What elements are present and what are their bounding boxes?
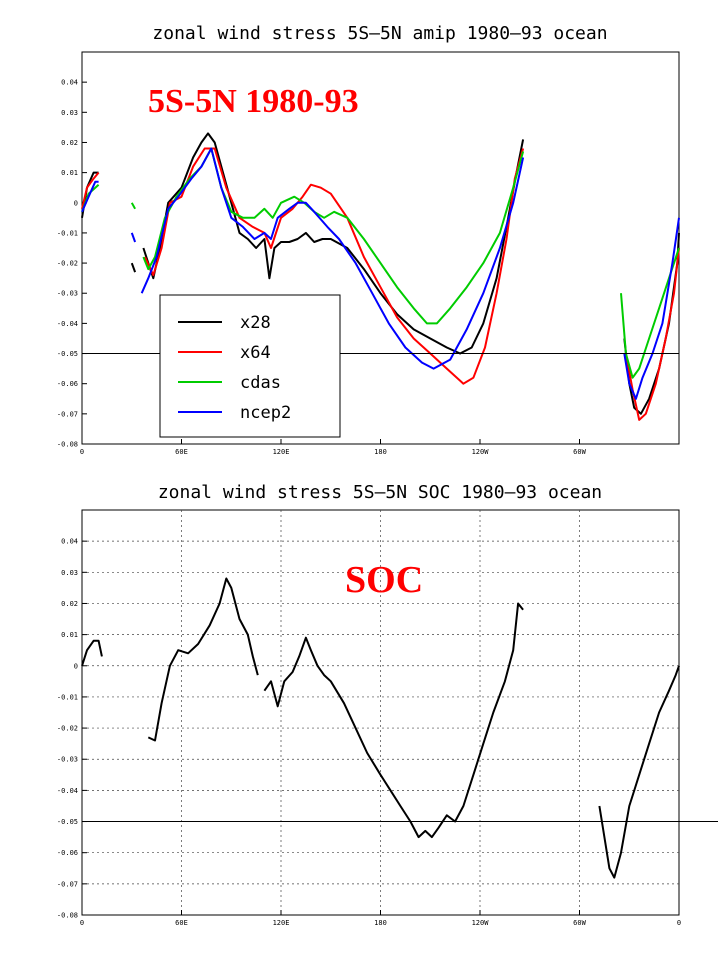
x-axis: 0 60E 120E 180 120W 60W 0 <box>80 910 681 927</box>
x-tick-label: 120E <box>273 448 290 456</box>
y-tick-label: -0.08 <box>57 441 78 449</box>
y-tick-label: -0.02 <box>57 725 78 733</box>
legend-label: cdas <box>240 373 281 393</box>
y-axis: 0.04 0.03 0.02 0.01 0 -0.01 -0.02 -0.03 -0.04 -0.… <box>57 538 87 920</box>
y-tick-label: 0.02 <box>61 139 78 147</box>
y-tick-label: -0.08 <box>57 912 78 920</box>
x-tick-label: 0 <box>80 919 84 927</box>
y-tick-label: -0.01 <box>57 229 78 237</box>
y-tick-label: 0.04 <box>61 79 78 87</box>
chart-title: zonal wind stress 5S—5N amip 1980—93 oce… <box>152 23 607 44</box>
legend-label: ncep2 <box>240 403 291 423</box>
y-tick-label: 0.03 <box>61 569 78 577</box>
y-tick-label: -0.04 <box>57 787 78 795</box>
y-tick-label: 0.02 <box>61 600 78 608</box>
series-line-ncep2 <box>623 217 680 400</box>
series-lines <box>81 577 680 879</box>
chart-soc: zonal wind stress 5S—5N SOC 1980—93 ocea… <box>57 482 718 927</box>
x-tick-label: 60W <box>573 919 586 927</box>
legend-label: x28 <box>240 313 271 333</box>
y-tick-label: -0.05 <box>57 350 78 358</box>
series-line-x28 <box>130 262 137 273</box>
chart-annotation: 5S-5N 1980-93 <box>148 83 359 120</box>
x-tick-label: 180 <box>374 448 387 456</box>
chart-amip: zonal wind stress 5S—5N amip 1980—93 oce… <box>57 23 680 456</box>
series-line-soc <box>81 639 103 667</box>
x-tick-label: 120W <box>472 448 490 456</box>
y-tick-label: -0.02 <box>57 260 78 268</box>
y-tick-label: 0 <box>74 199 78 207</box>
y-tick-label: -0.04 <box>57 320 78 328</box>
x-tick-label: 0 <box>677 919 681 927</box>
y-tick-label: -0.01 <box>57 693 78 701</box>
y-tick-label: 0.04 <box>61 538 78 546</box>
x-tick-label: 180 <box>374 919 387 927</box>
legend-box <box>159 294 341 438</box>
series-line-soc <box>147 577 259 742</box>
y-tick-label: 0 <box>74 662 78 670</box>
x-axis: 0 60E 120E 180 120W 60W <box>80 439 587 456</box>
chart-title: zonal wind stress 5S—5N SOC 1980—93 ocea… <box>158 482 602 503</box>
series-line-ncep2 <box>140 147 525 370</box>
series-line-cdas <box>130 202 136 210</box>
series-line-x64 <box>81 171 100 210</box>
y-tick-label: -0.06 <box>57 380 78 388</box>
y-tick-label: -0.07 <box>57 410 78 418</box>
x-tick-label: 120W <box>472 919 490 927</box>
series-line-soc <box>598 665 680 879</box>
x-tick-label: 0 <box>80 448 84 456</box>
y-tick-label: 0.03 <box>61 109 78 117</box>
y-tick-label: -0.05 <box>57 818 78 826</box>
y-tick-label: -0.06 <box>57 849 78 857</box>
y-tick-label: -0.07 <box>57 880 78 888</box>
chart-annotation: SOC <box>345 559 423 601</box>
legend: x28 x64 cdas ncep2 <box>159 294 341 438</box>
y-tick-label: 0.01 <box>61 631 78 639</box>
legend-label: x64 <box>240 343 271 363</box>
y-tick-label: -0.03 <box>57 756 78 764</box>
series-line-soc <box>263 602 524 839</box>
series-lines <box>81 132 680 421</box>
series-line-ncep2 <box>81 180 99 213</box>
x-tick-label: 60E <box>175 919 188 927</box>
x-tick-label: 60W <box>573 448 586 456</box>
y-tick-label: 0.01 <box>61 169 78 177</box>
y-axis: 0.04 0.03 0.02 0.01 0 -0.01 -0.02 -0.03 -0.04 -0.… <box>57 79 87 449</box>
x-tick-label: 120E <box>273 919 290 927</box>
series-line-x64 <box>144 147 525 385</box>
y-tick-label: -0.03 <box>57 290 78 298</box>
series-line-ncep2 <box>130 232 137 243</box>
x-tick-label: 60E <box>175 448 188 456</box>
